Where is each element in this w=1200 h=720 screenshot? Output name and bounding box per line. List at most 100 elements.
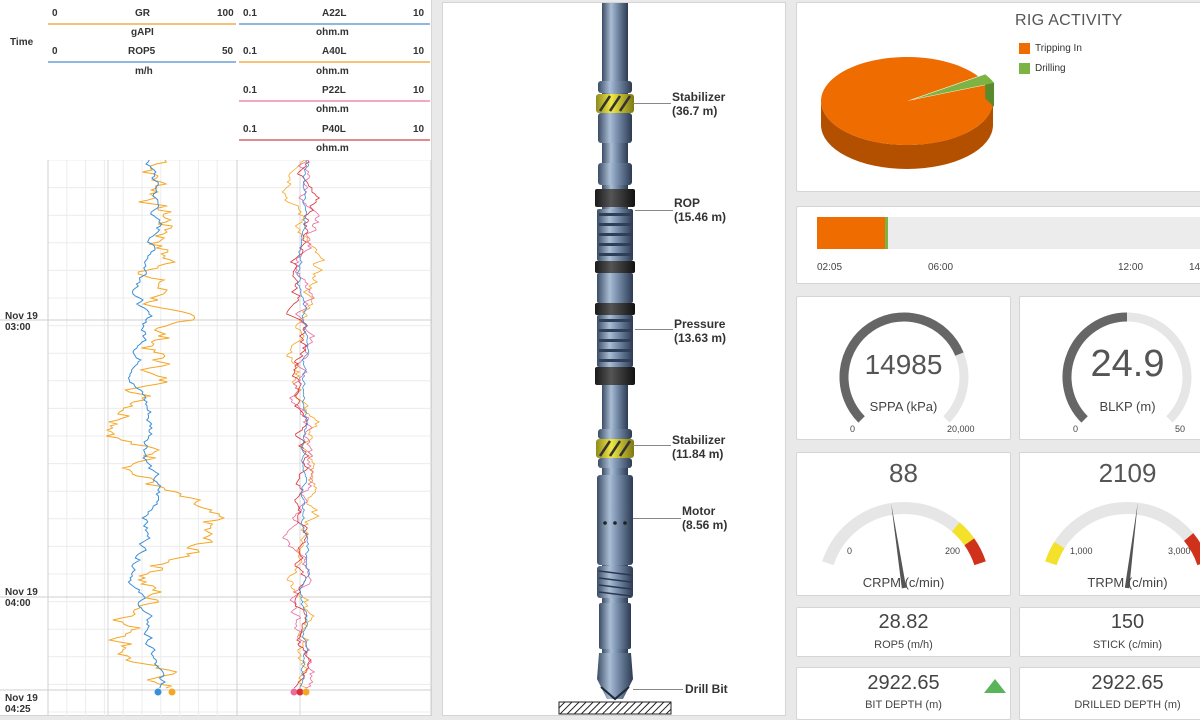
p22l-line [239, 100, 430, 102]
p40l-line [239, 139, 430, 141]
p40l-max: 10 [413, 124, 425, 135]
crpm-label: CRPM (c/min) [862, 575, 945, 590]
time-label-3: Nov 19 04:25 [5, 693, 38, 715]
bha-label-drill-bit: Drill Bit [685, 682, 728, 696]
p22l-label: P22L [322, 85, 346, 96]
crpm-max: 200 [945, 546, 961, 556]
sppa-gauge-card[interactable]: 14985 SPPA (kPa) 0 20,000 [796, 296, 1011, 440]
blkp-gauge-card[interactable]: 24.9 BLKP (m) 0 50 [1019, 296, 1200, 440]
stick-readout[interactable]: 150 STICK (c/min) [1019, 607, 1200, 657]
a40l-max: 10 [413, 46, 425, 57]
blkp-min: 0 [1073, 424, 1079, 434]
gr-min: 0 [52, 8, 58, 19]
rop5-label: ROP5 [128, 46, 156, 57]
timeline-tick-2: 06:00 [928, 262, 954, 273]
rig-activity-title: RIG ACTIVITY [1015, 12, 1123, 29]
p22l-unit: ohm.m [316, 104, 349, 115]
crpm-gauge [822, 502, 986, 589]
a22l-min: 0.1 [243, 8, 257, 19]
a22l-unit: ohm.m [316, 27, 349, 38]
sppa-gauge [839, 312, 969, 423]
tool-joint [598, 81, 632, 93]
blkp-value: 24.9 [1090, 343, 1165, 385]
drill-string-diagram[interactable] [443, 3, 787, 717]
trpm-value: 2109 [1098, 458, 1157, 488]
blkp-gauge [1062, 312, 1192, 423]
trpm-gauge-card[interactable]: 2109 TRPM (c/min) 1,000 3,000 [1019, 452, 1200, 596]
gr-line [48, 23, 236, 25]
timeline-tripping-bar [817, 217, 886, 249]
tool-joint [598, 429, 632, 439]
a22l-label: A22L [322, 8, 347, 19]
rop5-min: 0 [52, 46, 58, 57]
timeline-track[interactable] [817, 217, 1200, 249]
gr-unit: gAPI [131, 27, 154, 38]
sppa-max: 20,000 [947, 424, 975, 434]
bha-label-motor: Motor (8.56 m) [682, 504, 728, 532]
activity-timeline-panel: 02:05 06:00 12:00 14 [796, 206, 1200, 284]
stick-readout-value: 150 [1110, 611, 1145, 633]
rig-activity-pie[interactable] [815, 41, 1005, 181]
drilling-swatch [1019, 63, 1030, 74]
sppa-value: 14985 [864, 349, 943, 380]
drilled-depth-label: DRILLED DEPTH (m) [1074, 699, 1181, 711]
bha-label-rop: ROP (15.46 m) [674, 196, 727, 224]
sub-body [597, 273, 633, 303]
timeline-tick-1: 02:05 [817, 262, 843, 273]
legend-drilling[interactable]: Drilling [1019, 63, 1066, 74]
a40l-min: 0.1 [243, 46, 257, 57]
bha-label-stabilizer-2: Stabilizer (11.84 m) [672, 433, 726, 461]
time-label-2: Nov 19 04:00 [5, 587, 38, 609]
time-header: Time [10, 37, 34, 48]
gr-label: GR [135, 8, 150, 19]
pressure-band [595, 303, 635, 315]
pie-slice-1 [914, 74, 995, 100]
time-label-1: Nov 19 03:00 [5, 311, 38, 333]
rig-activity-panel: RIG ACTIVITY Tripping In Drilling [796, 2, 1200, 192]
p22l-min: 0.1 [243, 85, 257, 96]
lower-band [595, 367, 635, 385]
crpm-gauge-card[interactable]: 88 CRPM (c/min) 0 200 [796, 452, 1011, 596]
stabilizer-2-blades [598, 440, 632, 457]
tripping-in-swatch [1019, 43, 1030, 54]
trpm-gauge [1045, 502, 1200, 589]
timeline-tick-4: 14 [1189, 262, 1200, 273]
a22l-max: 10 [413, 8, 425, 19]
p40l-min: 0.1 [243, 124, 257, 135]
drill-bit-icon [597, 653, 633, 699]
pie-slice-0 [821, 56, 993, 145]
crpm-value: 88 [889, 458, 918, 488]
bit-depth-readout[interactable]: 2922.65 BIT DEPTH (m) [796, 667, 1011, 720]
legend-tripping-in[interactable]: Tripping In [1019, 43, 1082, 54]
p22l-max: 10 [413, 85, 425, 96]
a40l-unit: ohm.m [316, 66, 349, 77]
tool-joint [598, 113, 632, 143]
blkp-max: 50 [1175, 424, 1186, 434]
a40l-label: A40L [322, 46, 347, 57]
trpm-label: TRPM (c/min) [1087, 575, 1168, 590]
rop5-max: 50 [222, 46, 234, 57]
tool-joint [598, 458, 632, 468]
rop5-readout[interactable]: 28.82 ROP5 (m/h) [796, 607, 1011, 657]
log-panel: Time 0 GR 100 gAPI 0 ROP5 50 m/h 0.1 A22… [0, 0, 432, 716]
a22l-line [239, 23, 430, 25]
stabilizer-1-blades [598, 95, 632, 112]
bha-label-pressure: Pressure (13.63 m) [674, 317, 727, 345]
gr-max: 100 [217, 8, 234, 19]
log-plot[interactable] [0, 160, 432, 716]
bit-depth-label: BIT DEPTH (m) [865, 699, 942, 711]
p40l-label: P40L [322, 124, 346, 135]
timeline-drilling-bar [885, 217, 889, 249]
pie-side [821, 101, 993, 169]
p40l-unit: ohm.m [316, 143, 349, 154]
blkp-label: BLKP (m) [1099, 399, 1156, 414]
trpm-min: 1,000 [1070, 546, 1093, 556]
a40l-line [239, 61, 430, 63]
stick-readout-label: STICK (c/min) [1092, 639, 1163, 651]
rop5-unit: m/h [135, 66, 153, 77]
log-traces [105, 160, 326, 696]
tool-joint [598, 163, 632, 185]
drilled-depth-readout[interactable]: 2922.65 DRILLED DEPTH (m) [1019, 667, 1200, 720]
ground-hatch [558, 701, 672, 715]
motor-body [597, 475, 633, 565]
